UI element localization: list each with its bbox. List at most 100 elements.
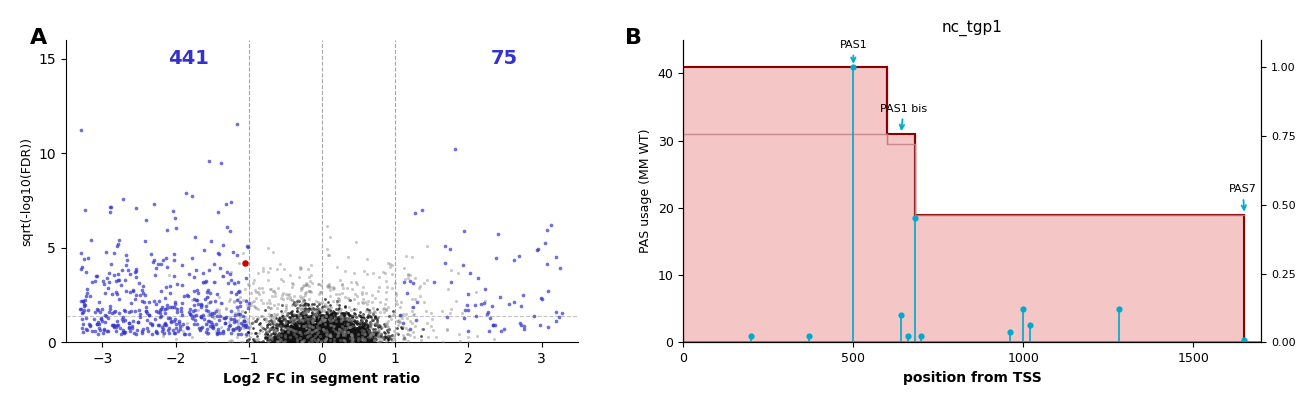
Point [338, 334, 359, 340]
Point [323, 324, 344, 330]
Point [338, 328, 359, 335]
Point [317, 330, 338, 336]
Point [322, 310, 343, 316]
Point [317, 322, 338, 329]
Point [277, 323, 298, 330]
Point [377, 336, 398, 342]
Point [313, 316, 334, 322]
Point [328, 326, 350, 332]
Point [283, 336, 304, 342]
Point [318, 329, 339, 336]
Point [317, 326, 338, 333]
Point [221, 330, 242, 336]
Text: B: B [625, 28, 643, 48]
Point [327, 335, 348, 341]
Point [393, 311, 414, 318]
Point [313, 317, 334, 324]
Point [334, 335, 355, 341]
Point [336, 331, 357, 338]
Point [351, 319, 372, 326]
Point [221, 199, 242, 206]
Point [319, 332, 340, 338]
Point [265, 337, 286, 343]
Point [315, 332, 336, 338]
Point [292, 325, 313, 332]
Point [318, 334, 339, 341]
Point [323, 332, 344, 338]
Point [296, 332, 317, 339]
Point [318, 334, 339, 340]
Point [301, 309, 322, 316]
Point [230, 299, 251, 305]
Point [440, 306, 461, 312]
Point [160, 290, 181, 297]
Point [327, 339, 348, 345]
Point [237, 333, 258, 339]
Point [305, 332, 326, 339]
Point [323, 323, 344, 329]
Point [283, 329, 304, 336]
Point [313, 334, 334, 340]
Point [294, 335, 315, 341]
Point [279, 338, 300, 344]
Point [301, 306, 322, 312]
Point [321, 333, 342, 339]
Point [286, 334, 307, 340]
Point [319, 330, 340, 336]
Point [244, 318, 265, 324]
Point [226, 325, 247, 331]
Point [126, 274, 147, 280]
Point [164, 330, 185, 336]
Point [306, 331, 327, 337]
Point [307, 330, 328, 336]
Point [286, 327, 307, 334]
Point [318, 338, 339, 344]
Point [360, 332, 381, 339]
Point [283, 336, 304, 343]
Point [325, 330, 346, 337]
Point [330, 312, 351, 318]
Point [334, 338, 355, 344]
Point [327, 332, 348, 339]
Point [206, 313, 227, 320]
Point [280, 313, 301, 320]
Point [126, 267, 147, 274]
Point [319, 318, 340, 324]
Point [392, 325, 413, 332]
Point [478, 309, 499, 315]
Point [170, 326, 191, 332]
Point [258, 269, 279, 275]
Point [160, 318, 181, 325]
Point [317, 339, 338, 345]
Point [343, 334, 364, 340]
Point [402, 254, 423, 260]
Point [309, 335, 330, 341]
Point [268, 336, 289, 342]
Point [309, 336, 330, 342]
Point [369, 327, 390, 333]
Point [363, 310, 384, 317]
Point [292, 328, 313, 334]
Point [272, 335, 293, 341]
Point [277, 331, 298, 337]
Point [301, 336, 322, 343]
Point [340, 333, 361, 339]
Point [301, 336, 322, 343]
Point [164, 251, 185, 258]
Point [279, 328, 300, 334]
Point [342, 328, 363, 334]
Point [311, 320, 332, 326]
Point [311, 328, 332, 335]
Point [313, 331, 334, 337]
Point [233, 322, 254, 328]
Point [405, 316, 426, 323]
Point [347, 332, 368, 338]
Point [334, 329, 355, 335]
Point [331, 325, 352, 332]
Point [334, 328, 355, 334]
Point [309, 338, 330, 344]
Point [260, 300, 281, 306]
Point [322, 333, 343, 339]
Point [294, 329, 315, 335]
Point [289, 337, 310, 343]
